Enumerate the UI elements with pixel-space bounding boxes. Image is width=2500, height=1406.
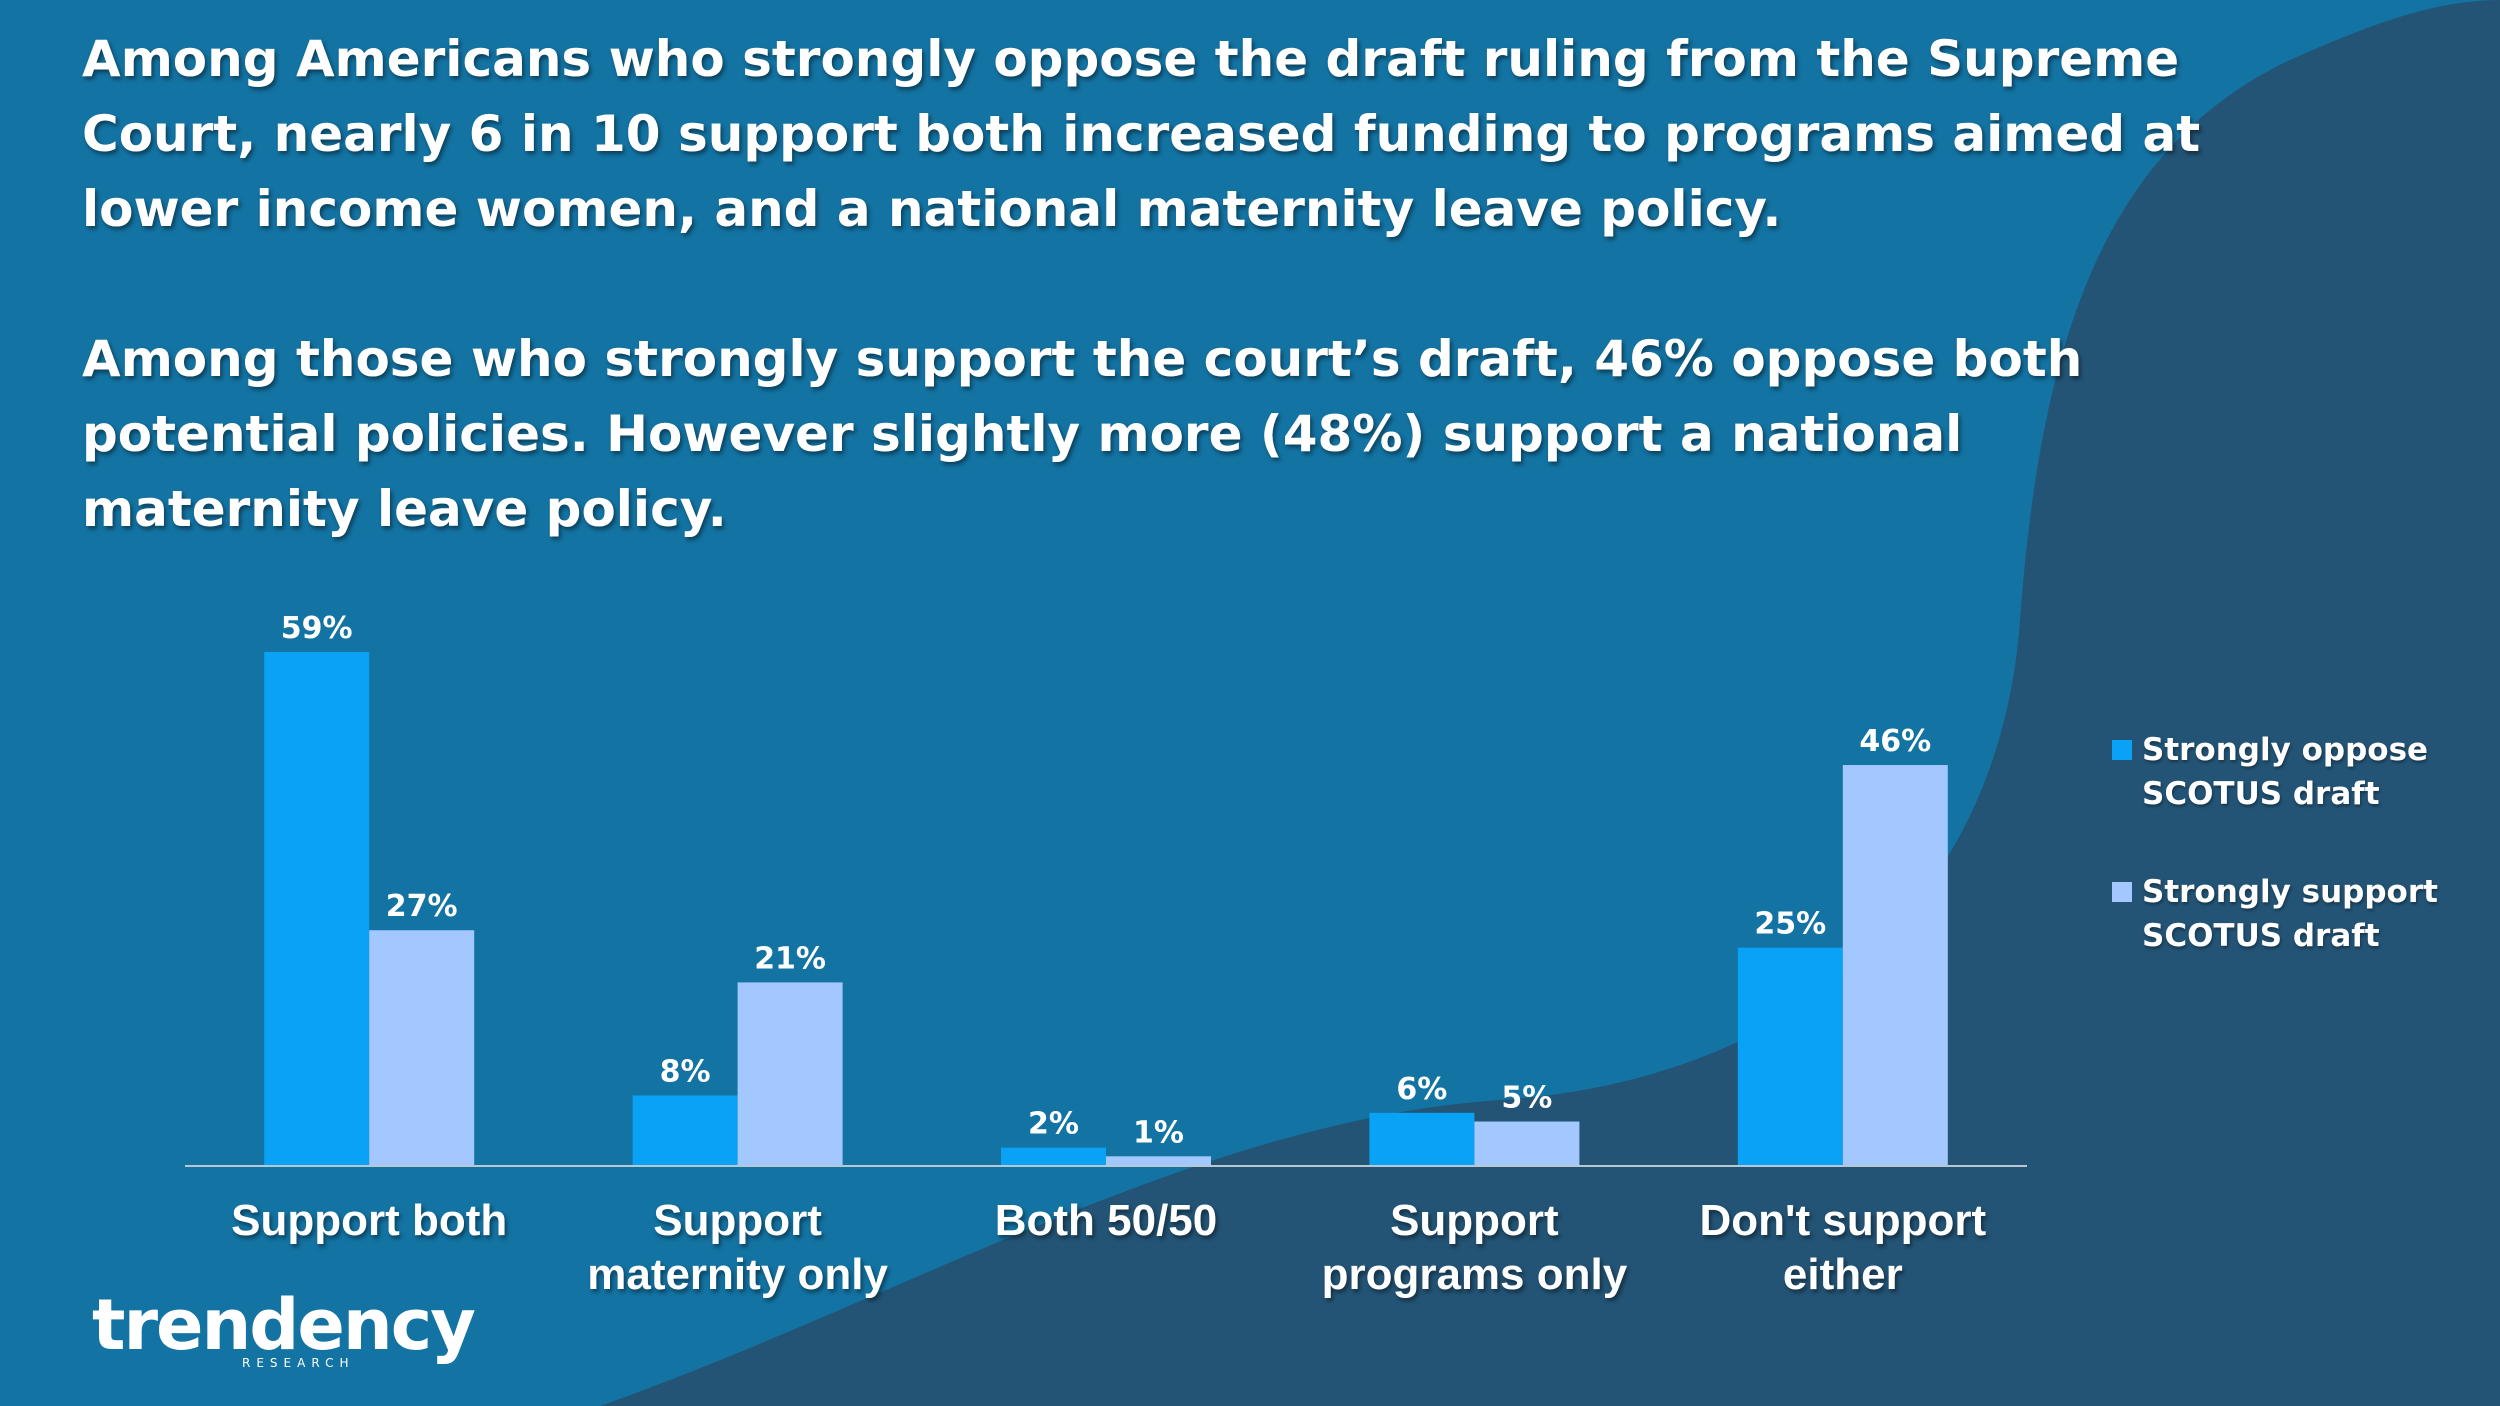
data-label-oppose-3: 6% (1396, 1072, 1447, 1107)
bar-support-1 (737, 982, 843, 1165)
bar-oppose-1 (632, 1095, 738, 1165)
bar-oppose-4 (1737, 947, 1843, 1165)
legend-swatch-support (2112, 882, 2132, 902)
data-label-support-2: 1% (1133, 1115, 1184, 1150)
background-wave (600, 0, 2500, 1406)
bar-support-0 (369, 930, 475, 1165)
legend-label-support-line1: Strongly support (2142, 874, 2438, 910)
category-label-0-line1: Support both (231, 1196, 507, 1245)
data-label-support-3: 5% (1501, 1081, 1552, 1116)
bar-support-2 (1106, 1156, 1211, 1165)
category-label-3-line1: Support (1390, 1196, 1559, 1245)
bar-support-3 (1474, 1121, 1580, 1165)
trendency-logo: trendency RESEARCH (92, 1284, 476, 1370)
category-label-4-line1: Don't support (1699, 1196, 1986, 1245)
data-label-support-0: 27% (386, 889, 458, 924)
category-label-2-line1: Both 50/50 (995, 1196, 1218, 1245)
legend-label-oppose-line1: Strongly oppose (2142, 732, 2429, 768)
bar-oppose-0 (264, 652, 370, 1165)
category-label-1-line2: maternity only (587, 1250, 888, 1299)
logo-sub: RESEARCH (242, 1356, 355, 1370)
legend-label-oppose-line2: SCOTUS draft (2142, 776, 2380, 812)
data-label-oppose-2: 2% (1028, 1107, 1079, 1142)
bar-oppose-3 (1369, 1112, 1475, 1165)
data-label-oppose-1: 8% (660, 1054, 711, 1089)
legend-swatch-oppose (2112, 740, 2132, 760)
legend-label-support-line2: SCOTUS draft (2142, 918, 2380, 954)
data-label-oppose-4: 25% (1754, 907, 1826, 942)
data-label-support-4: 46% (1859, 724, 1931, 759)
data-label-support-1: 21% (754, 941, 826, 976)
headline-paragraph-1: Among Americans who strongly oppose the … (82, 30, 2201, 238)
category-label-1-line1: Support (653, 1196, 822, 1245)
category-label-4-line2: either (1783, 1250, 1903, 1299)
bar-oppose-2 (1001, 1147, 1106, 1165)
logo-word: trendency (92, 1284, 476, 1366)
category-label-3-line2: programs only (1322, 1250, 1628, 1299)
headline-paragraph-2: Among those who strongly support the cou… (82, 330, 2083, 538)
data-label-oppose-0: 59% (281, 611, 353, 646)
bar-support-4 (1842, 765, 1948, 1165)
